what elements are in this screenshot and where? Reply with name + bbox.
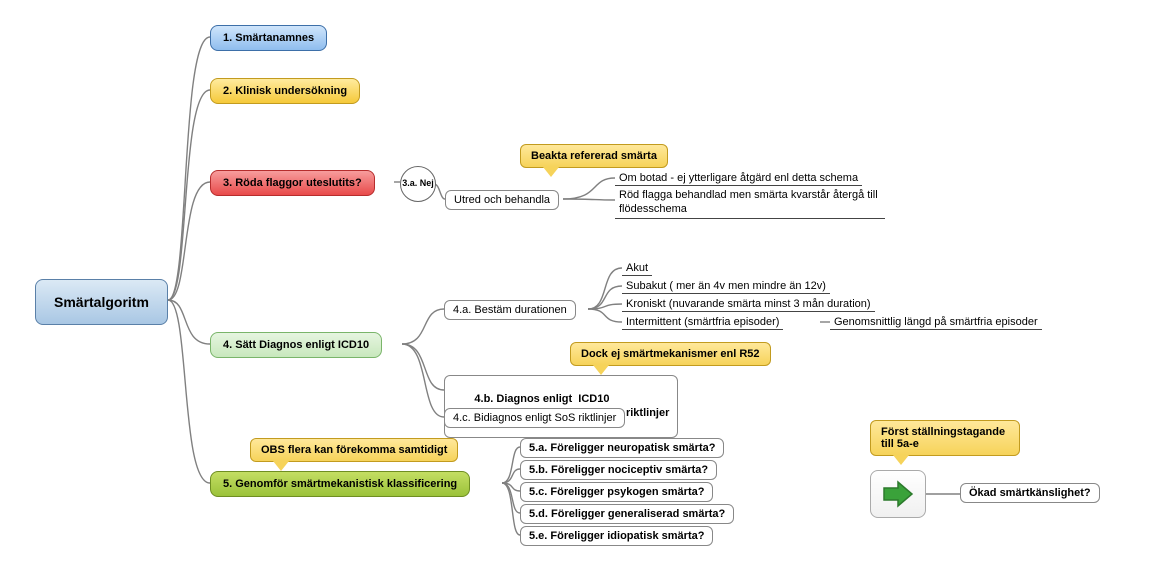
callout-forst-stallning: Först ställningstagande till 5a-e <box>870 420 1020 456</box>
node-5-klassificering[interactable]: 5. Genomför smärtmekanistisk klassificer… <box>210 471 470 497</box>
node-3a-outcome-2[interactable]: Röd flagga behandlad men smärta kvarstår… <box>615 187 885 219</box>
node-1-smartanamnes[interactable]: 1. Smärtanamnes <box>210 25 327 51</box>
node-4a-opt-intermittent-sub[interactable]: Genomsnittlig längd på smärtfria episode… <box>830 314 1042 330</box>
mindmap-canvas: Smärtalgoritm 1. Smärtanamnes 2. Klinisk… <box>0 0 1167 566</box>
callout-forst-label: Först ställningstagande till 5a-e <box>881 426 1005 450</box>
arrow-next[interactable] <box>870 470 926 518</box>
node-3a-nej[interactable]: 3.a. Nej <box>400 166 436 202</box>
callout-obs-flera: OBS flera kan förekomma samtidigt <box>250 438 458 462</box>
node-4c-bidiagnos[interactable]: 4.c. Bidiagnos enligt SoS riktlinjer <box>444 408 625 428</box>
node-5e[interactable]: 5.e. Föreligger idiopatisk smärta? <box>520 526 713 546</box>
callout-beakta-refererad: Beakta refererad smärta <box>520 144 668 168</box>
node-4a-opt-intermittent[interactable]: Intermittent (smärtfria episoder) <box>622 314 783 330</box>
node-4a-opt-akut[interactable]: Akut <box>622 260 652 276</box>
node-4a-opt-subakut[interactable]: Subakut ( mer än 4v men mindre än 12v) <box>622 278 830 294</box>
node-3-roda-flaggor[interactable]: 3. Röda flaggor uteslutits? <box>210 170 375 196</box>
node-4a-opt-kroniskt[interactable]: Kroniskt (nuvarande smärta minst 3 mån d… <box>622 296 875 312</box>
node-okad-smartkanslighet[interactable]: Ökad smärtkänslighet? <box>960 483 1100 503</box>
node-4a-duration[interactable]: 4.a. Bestäm durationen <box>444 300 576 320</box>
arrow-right-icon <box>880 480 916 508</box>
node-4-icd10[interactable]: 4. Sätt Diagnos enligt ICD10 <box>210 332 382 358</box>
node-3a-outcome-1[interactable]: Om botad - ej ytterligare åtgärd enl det… <box>615 170 862 186</box>
node-5b[interactable]: 5.b. Föreligger nociceptiv smärta? <box>520 460 717 480</box>
callout-beakta-label: Beakta refererad smärta <box>531 150 657 162</box>
root-node[interactable]: Smärtalgoritm <box>35 279 168 325</box>
node-5c[interactable]: 5.c. Föreligger psykogen smärta? <box>520 482 713 502</box>
callout-dock-ej-r52: Dock ej smärtmekanismer enl R52 <box>570 342 771 366</box>
node-3a-label: 3.a. Nej <box>402 179 434 189</box>
node-2-klinisk-undersokning[interactable]: 2. Klinisk undersökning <box>210 78 360 104</box>
node-5a[interactable]: 5.a. Föreligger neuropatisk smärta? <box>520 438 724 458</box>
node-3a-outcome-2-label: Röd flagga behandlad men smärta kvarstår… <box>619 189 878 215</box>
callout-r52-label: Dock ej smärtmekanismer enl R52 <box>581 348 760 360</box>
node-4b-diagnos[interactable]: 4.b. Diagnos enligt ICD10 -använd NRS la… <box>444 375 678 438</box>
callout-obs-label: OBS flera kan förekomma samtidigt <box>261 444 447 456</box>
node-5d[interactable]: 5.d. Föreligger generaliserad smärta? <box>520 504 734 524</box>
node-3a-action[interactable]: Utred och behandla <box>445 190 559 210</box>
